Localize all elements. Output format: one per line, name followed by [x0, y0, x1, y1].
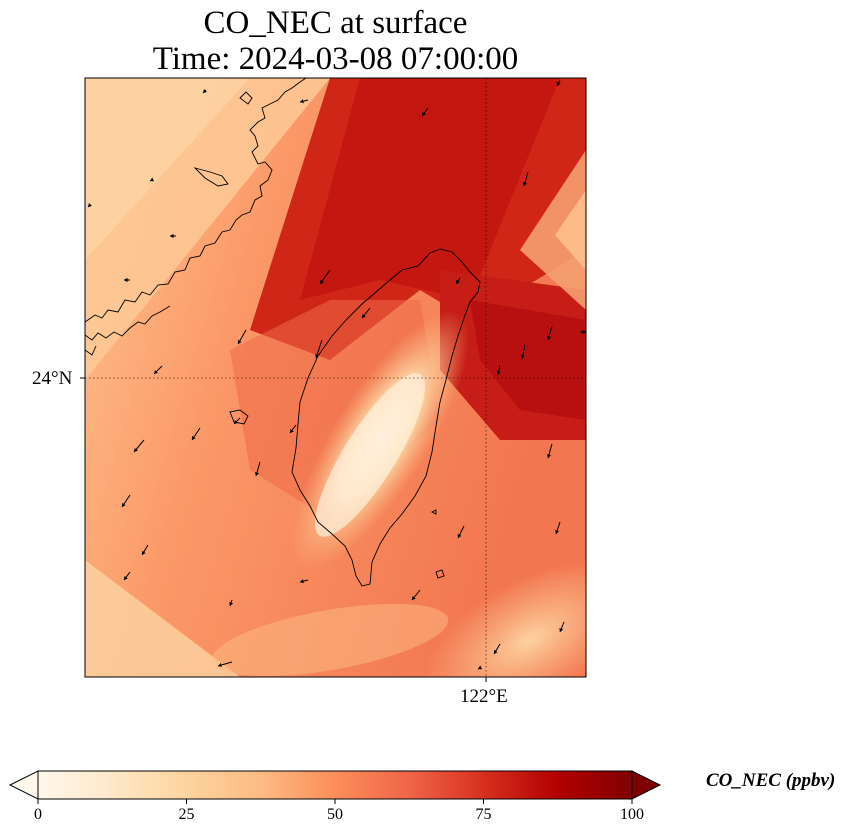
- colorbar-tick-label: 25: [178, 806, 195, 823]
- wind-arrow-head: [412, 595, 416, 600]
- wind-arrow-head: [203, 89, 207, 93]
- wind-arrow-head: [456, 279, 460, 284]
- colorbar: [8, 770, 662, 804]
- wind-arrow-head: [315, 354, 320, 358]
- wind-arrow-head: [582, 329, 586, 335]
- latitude-tick-label: 24°N: [32, 368, 73, 389]
- wind-arrow-head: [320, 279, 324, 284]
- colorbar-gradient: [38, 771, 632, 799]
- map-title-line2: Time: 2024-03-08 07:00:00: [152, 41, 519, 77]
- wind-arrow-head: [154, 370, 158, 374]
- wind-arrow-head: [520, 355, 525, 359]
- wind-arrow-head: [457, 533, 462, 538]
- wind-arrow-head: [218, 663, 222, 668]
- wind-arrow-head: [192, 435, 196, 440]
- wind-arrow-head: [546, 336, 551, 340]
- wind-arrow-head: [134, 447, 138, 452]
- wind-arrow-head: [150, 177, 155, 182]
- wind-arrow-head: [362, 313, 366, 318]
- wind-arrow-head: [555, 530, 560, 534]
- wind-arrow-head: [496, 371, 501, 375]
- wind-arrow-head: [478, 665, 483, 670]
- longitude-tick-label: 122°E: [460, 686, 508, 707]
- colorbar-tick-label: 100: [620, 806, 644, 823]
- wind-arrow-head: [559, 627, 564, 632]
- colorbar-max-extend: [631, 770, 662, 800]
- wind-arrow-head: [234, 420, 238, 424]
- wind-arrow-head: [122, 502, 126, 507]
- wind-arrow-head: [142, 550, 146, 555]
- wind-arrow-head: [300, 579, 304, 584]
- wind-arrow-head: [124, 277, 128, 283]
- colorbar-label: CO_NEC (ppbv): [706, 770, 836, 791]
- wind-arrow-head: [556, 81, 561, 86]
- colorbar-tick-label: 75: [475, 806, 492, 823]
- wind-arrow-head: [124, 575, 128, 580]
- colorbar-tick-label: 0: [34, 806, 42, 823]
- wind-arrow-head: [229, 602, 234, 606]
- wind-arrow-head: [170, 233, 174, 239]
- wind-arrow-head: [522, 182, 527, 186]
- concentration-field: [85, 78, 586, 677]
- map-title-line1: CO_NEC at surface: [203, 5, 468, 41]
- wind-arrow-head: [546, 454, 551, 458]
- wind-arrow-head: [422, 111, 426, 116]
- wind-arrow-head: [300, 99, 304, 104]
- colorbar-ticks: [37, 799, 633, 804]
- wind-arrow-head: [254, 472, 259, 476]
- wind-arrow-head: [290, 428, 294, 433]
- wind-vectors: [87, 79, 586, 670]
- wind-arrow-head: [237, 339, 242, 344]
- wind-arrow-head: [494, 649, 498, 654]
- map-figure: [80, 77, 587, 682]
- colorbar-min-extend: [8, 770, 39, 800]
- colorbar-tick-label: 50: [327, 806, 343, 823]
- wind-arrow-head: [88, 203, 92, 207]
